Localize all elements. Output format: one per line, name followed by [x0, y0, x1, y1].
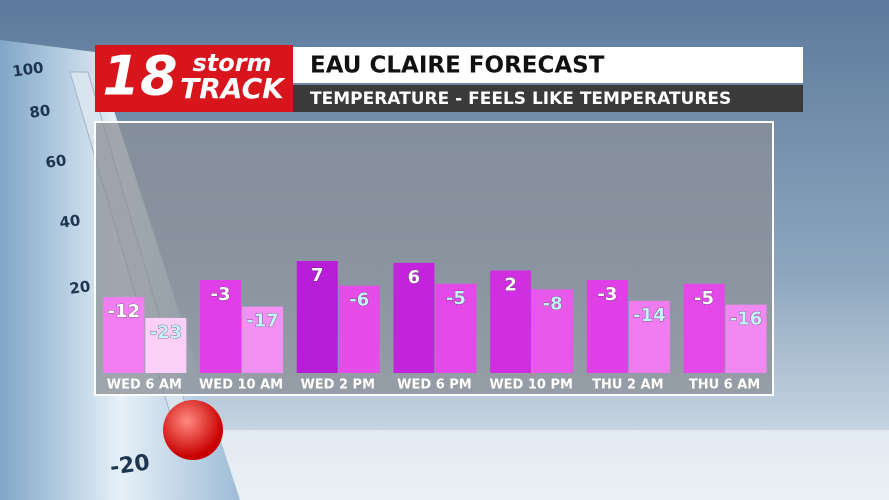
bar: [532, 289, 574, 373]
logo-word: TRACK: [180, 72, 286, 105]
title-box: [293, 47, 803, 83]
value-label: -5: [446, 288, 466, 309]
x-tick-label: THU 2 AM: [592, 378, 663, 393]
plot: WED 6 AM -12 -23 WED 10 AM -3 -17 WED 2 PM 7 -6 W…: [103, 260, 767, 393]
value-label: -16: [730, 309, 763, 330]
value-label: -3: [597, 284, 617, 305]
value-label: 2: [504, 274, 517, 295]
bar: [242, 306, 284, 373]
bar: [338, 285, 380, 373]
value-label: -8: [543, 293, 563, 314]
bar: [296, 260, 338, 373]
value-label: 6: [408, 267, 421, 288]
subtitle-box: [293, 85, 803, 112]
logo-number: 18: [102, 45, 177, 108]
logo-box: [95, 45, 293, 112]
thermometer-label: 60: [44, 151, 67, 172]
x-tick-label: WED 2 PM: [300, 378, 375, 393]
bar: [490, 270, 532, 373]
bar: [683, 283, 725, 373]
value-label: -23: [150, 322, 183, 343]
chart-title: EAU CLAIRE FORECAST: [310, 53, 605, 79]
x-tick-label: WED 10 PM: [489, 378, 573, 393]
bar: [435, 283, 477, 373]
value-label: -6: [349, 290, 369, 311]
thermometer-label: 20: [68, 277, 91, 298]
bar: [628, 300, 670, 373]
bar: [200, 279, 242, 373]
bar: [393, 262, 435, 373]
x-tick-label: WED 6 AM: [107, 378, 182, 393]
logo-word: storm: [192, 49, 271, 77]
bar: [145, 317, 187, 373]
value-label: -17: [246, 311, 279, 332]
bar: [586, 279, 628, 373]
thermometer-label: 80: [28, 101, 51, 122]
thermometer-label: -20: [109, 450, 152, 480]
x-tick-label: THU 6 AM: [689, 378, 760, 393]
value-label: -5: [694, 288, 714, 309]
bar: [725, 304, 767, 373]
bar: [103, 297, 145, 373]
x-tick-label: WED 10 AM: [199, 378, 283, 393]
value-label: 7: [311, 265, 324, 286]
x-tick-label: WED 6 PM: [397, 378, 472, 393]
thermometer-label: 40: [58, 211, 81, 232]
thermometer-bulb: [163, 400, 223, 460]
value-label: -12: [108, 301, 141, 322]
value-label: -14: [633, 305, 666, 326]
value-label: -3: [211, 284, 231, 305]
thermometer-scale: 100 80 60 40 20 -20: [11, 58, 151, 480]
chart-subtitle: TEMPERATURE - FEELS LIKE TEMPERATURES: [310, 89, 731, 109]
thermometer-label: 100: [11, 58, 45, 80]
